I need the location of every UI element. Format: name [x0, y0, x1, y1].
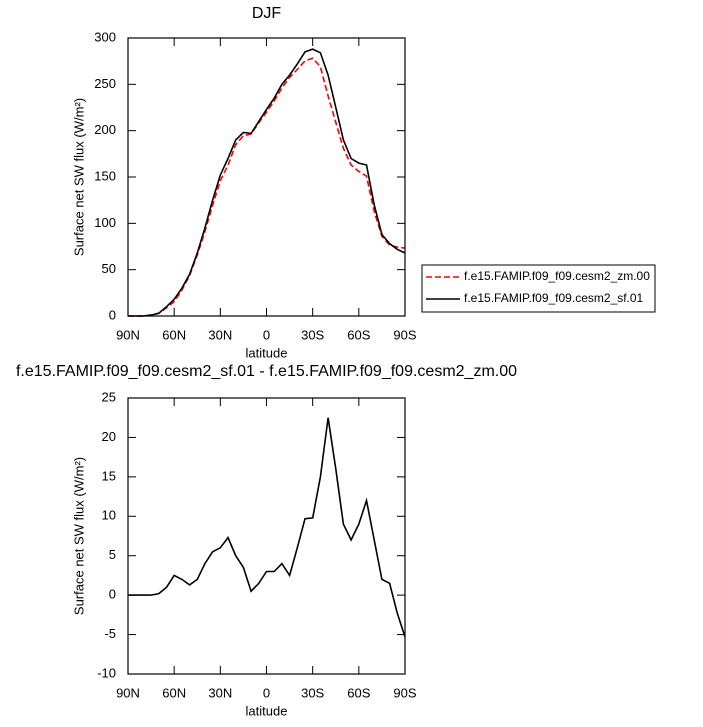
- y-tick-label: 150: [94, 168, 116, 183]
- data-line: [128, 417, 406, 638]
- y-tick-label: 5: [109, 547, 116, 562]
- x-tick-label: 60S: [347, 685, 370, 700]
- plot-frame: [127, 397, 406, 675]
- y-tick-label: 20: [102, 429, 116, 444]
- y-tick-label: 25: [102, 389, 116, 404]
- y-tick-label: -5: [104, 626, 116, 641]
- y-tick-label: 100: [94, 215, 116, 230]
- x-tick-label: 30S: [301, 685, 324, 700]
- x-tick-label: 30N: [208, 685, 232, 700]
- x-axis-label: latitude: [246, 345, 288, 360]
- x-tick-label: 90N: [116, 327, 140, 342]
- x-tick-label: 0: [263, 327, 270, 342]
- y-tick-label: 50: [102, 261, 116, 276]
- x-tick-label: 90N: [116, 685, 140, 700]
- x-axis-label: latitude: [246, 703, 288, 718]
- chart-title: DJF: [252, 5, 282, 22]
- data-line: [128, 57, 406, 317]
- y-tick-label: 200: [94, 122, 116, 137]
- legend-box: [421, 264, 656, 313]
- y-axis-label: Surface net SW flux (W/m²): [71, 98, 86, 256]
- x-tick-label: 60S: [347, 327, 370, 342]
- x-tick-label: 0: [263, 685, 270, 700]
- x-tick-label: 90S: [393, 327, 416, 342]
- y-tick-label: 10: [102, 508, 116, 523]
- x-tick-label: 30S: [301, 327, 324, 342]
- y-tick-label: 250: [94, 76, 116, 91]
- y-axis-label: Surface net SW flux (W/m²): [71, 457, 86, 615]
- y-tick-label: -10: [97, 665, 116, 680]
- data-line: [128, 48, 406, 317]
- x-tick-label: 60N: [162, 685, 186, 700]
- x-tick-label: 60N: [162, 327, 186, 342]
- y-tick-label: 0: [109, 307, 116, 322]
- x-tick-label: 90S: [393, 685, 416, 700]
- y-tick-label: 0: [109, 587, 116, 602]
- plot-frame: [127, 37, 406, 317]
- y-tick-label: 300: [94, 29, 116, 44]
- x-tick-label: 30N: [208, 327, 232, 342]
- y-tick-label: 15: [102, 468, 116, 483]
- chart-title: f.e15.FAMIP.f09_f09.cesm2_sf.01 - f.e15.…: [16, 363, 517, 380]
- legend-label: f.e15.FAMIP.f09_f09.cesm2_sf.01: [464, 291, 644, 305]
- legend-label: f.e15.FAMIP.f09_f09.cesm2_zm.00: [464, 269, 650, 283]
